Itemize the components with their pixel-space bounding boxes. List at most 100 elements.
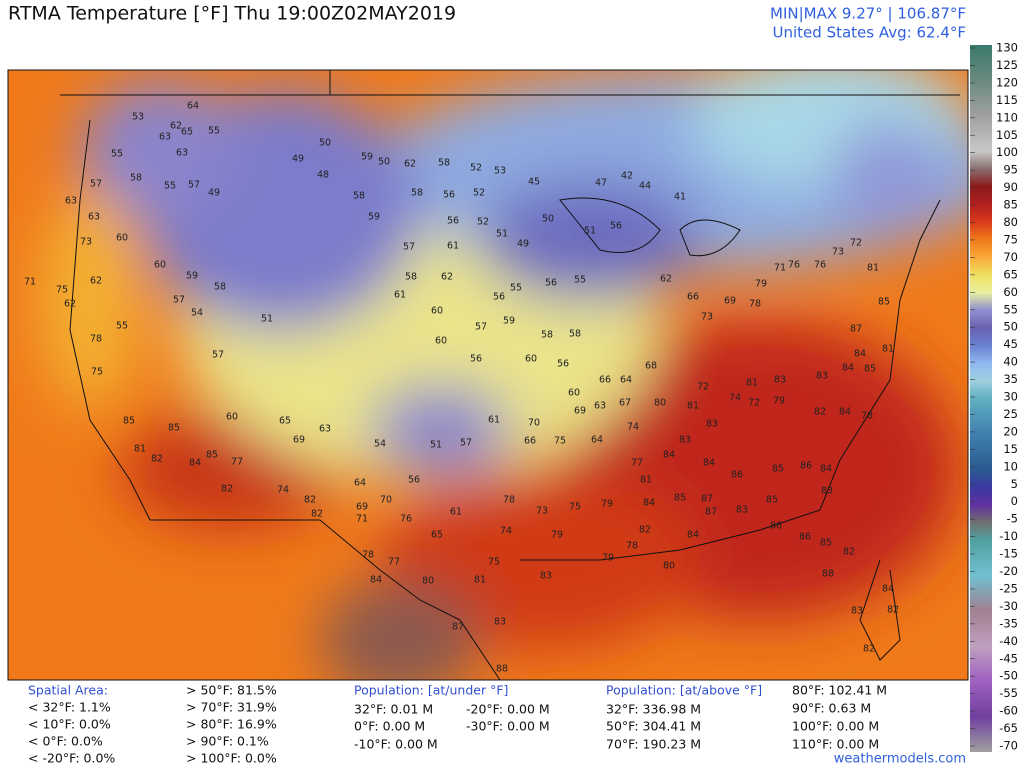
- station-temp: 81: [640, 475, 652, 486]
- station-temp: 68: [645, 361, 657, 372]
- station-temp: 84: [839, 407, 851, 418]
- station-temp: 76: [814, 260, 826, 271]
- colorbar-label: 15: [1003, 442, 1018, 456]
- colorbar-label: -35: [999, 616, 1018, 630]
- colorbar-label: -25: [999, 581, 1018, 595]
- station-temp: 56: [443, 190, 455, 201]
- station-temp: 51: [496, 229, 508, 240]
- stat: 32°F: 336.98 M: [606, 702, 701, 717]
- stat: -20°F: 0.00 M: [466, 702, 550, 717]
- station-temp: 85: [206, 450, 218, 461]
- colorbar: [970, 45, 992, 752]
- station-temp: 52: [477, 217, 489, 228]
- colorbar-label: -55: [999, 686, 1018, 700]
- station-temp: 80: [422, 576, 434, 587]
- station-temp: 53: [132, 112, 144, 123]
- station-temp: 57: [173, 295, 185, 306]
- station-temp: 57: [460, 438, 472, 449]
- station-temp: 61: [447, 241, 459, 252]
- station-temp: 83: [679, 435, 691, 446]
- station-temp: 77: [631, 458, 643, 469]
- station-temp: 44: [639, 181, 651, 192]
- station-temp: 85: [674, 493, 686, 504]
- boundaries: [60, 70, 960, 680]
- station-temp: 52: [473, 188, 485, 199]
- colorbar-label: -30: [999, 599, 1018, 613]
- station-temp: 76: [788, 260, 800, 271]
- colorbar-label: 50: [1003, 320, 1018, 334]
- colorbar-label: 55: [1003, 302, 1018, 316]
- station-temp: 71: [774, 263, 786, 274]
- station-temp: 65: [181, 127, 193, 138]
- colorbar-label: 90: [1003, 180, 1018, 194]
- station-temp: 78: [503, 495, 515, 506]
- colorbar-label: -70: [999, 739, 1018, 753]
- station-temp: 80: [663, 561, 675, 572]
- station-temp: 62: [660, 274, 672, 285]
- station-temp: 83: [494, 617, 506, 628]
- colorbar-label: 75: [1003, 232, 1018, 246]
- station-temp: 84: [820, 464, 832, 475]
- station-temp: 86: [800, 461, 812, 472]
- station-temp: 56: [545, 278, 557, 289]
- station-temp: 63: [319, 424, 331, 435]
- station-temp: 86: [731, 470, 743, 481]
- colorbar-label: 10: [1003, 459, 1018, 473]
- station-temp: 56: [610, 221, 622, 232]
- station-temp: 73: [536, 506, 548, 517]
- stat: > 50°F: 81.5%: [186, 683, 277, 698]
- station-temp: 64: [187, 101, 199, 112]
- colorbar-ticks: 1301251201151101051009590858075706560555…: [970, 41, 1018, 753]
- station-temp: 67: [619, 398, 631, 409]
- station-temp: 57: [188, 180, 200, 191]
- station-temp: 75: [91, 367, 103, 378]
- stat: 32°F: 0.01 M: [354, 702, 433, 717]
- station-temp: 58: [541, 330, 553, 341]
- station-temp: 61: [394, 290, 406, 301]
- station-temp: 56: [470, 354, 482, 365]
- stat: -30°F: 0.00 M: [466, 719, 550, 734]
- station-temp: 74: [500, 526, 512, 537]
- station-temp: 49: [292, 154, 304, 165]
- station-temp: 56: [447, 216, 459, 227]
- station-temp: 69: [356, 502, 368, 513]
- station-temp: 64: [591, 435, 603, 446]
- station-temp: 78: [362, 550, 374, 561]
- station-temp: 52: [470, 163, 482, 174]
- station-temp: 84: [643, 498, 655, 509]
- colorbar-label: 120: [996, 75, 1018, 89]
- station-temp: 81: [134, 444, 146, 455]
- min-max: MIN|MAX 9.27° | 106.87°F: [770, 5, 966, 23]
- station-temp: 85: [168, 423, 180, 434]
- stat: > 100°F: 0.0%: [186, 751, 277, 766]
- stat: 50°F: 304.41 M: [606, 719, 701, 734]
- station-temp: 53: [494, 166, 506, 177]
- station-temp: 47: [595, 178, 607, 189]
- station-temp: 62: [441, 272, 453, 283]
- station-temp: 69: [724, 296, 736, 307]
- station-temp: 50: [542, 214, 554, 225]
- colorbar-label: 25: [1003, 407, 1018, 421]
- station-temp: 78: [90, 334, 102, 345]
- station-temp: 60: [525, 354, 537, 365]
- station-temp: 57: [475, 322, 487, 333]
- station-temp: 49: [208, 188, 220, 199]
- colorbar-label: 70: [1003, 250, 1018, 264]
- station-temp: 55: [574, 275, 586, 286]
- station-temp: 62: [404, 159, 416, 170]
- station-temp: 81: [882, 344, 894, 355]
- colorbar-label: 20: [1003, 424, 1018, 438]
- station-temp: 58: [411, 188, 423, 199]
- station-temp: 59: [503, 316, 515, 327]
- station-temp: 66: [687, 292, 699, 303]
- station-temp: 50: [319, 138, 331, 149]
- stat: 70°F: 190.23 M: [606, 737, 701, 752]
- title: RTMA Temperature [°F] Thu 19:00Z02MAY201…: [8, 3, 456, 25]
- stats-heading: Population: [at/above °F]: [606, 683, 762, 698]
- station-temp: 58: [353, 191, 365, 202]
- station-temp: 82: [863, 644, 875, 655]
- station-temp: 78: [626, 541, 638, 552]
- colorbar-label: 80: [1003, 215, 1018, 229]
- station-temp: 62: [90, 276, 102, 287]
- station-temp: 80: [654, 398, 666, 409]
